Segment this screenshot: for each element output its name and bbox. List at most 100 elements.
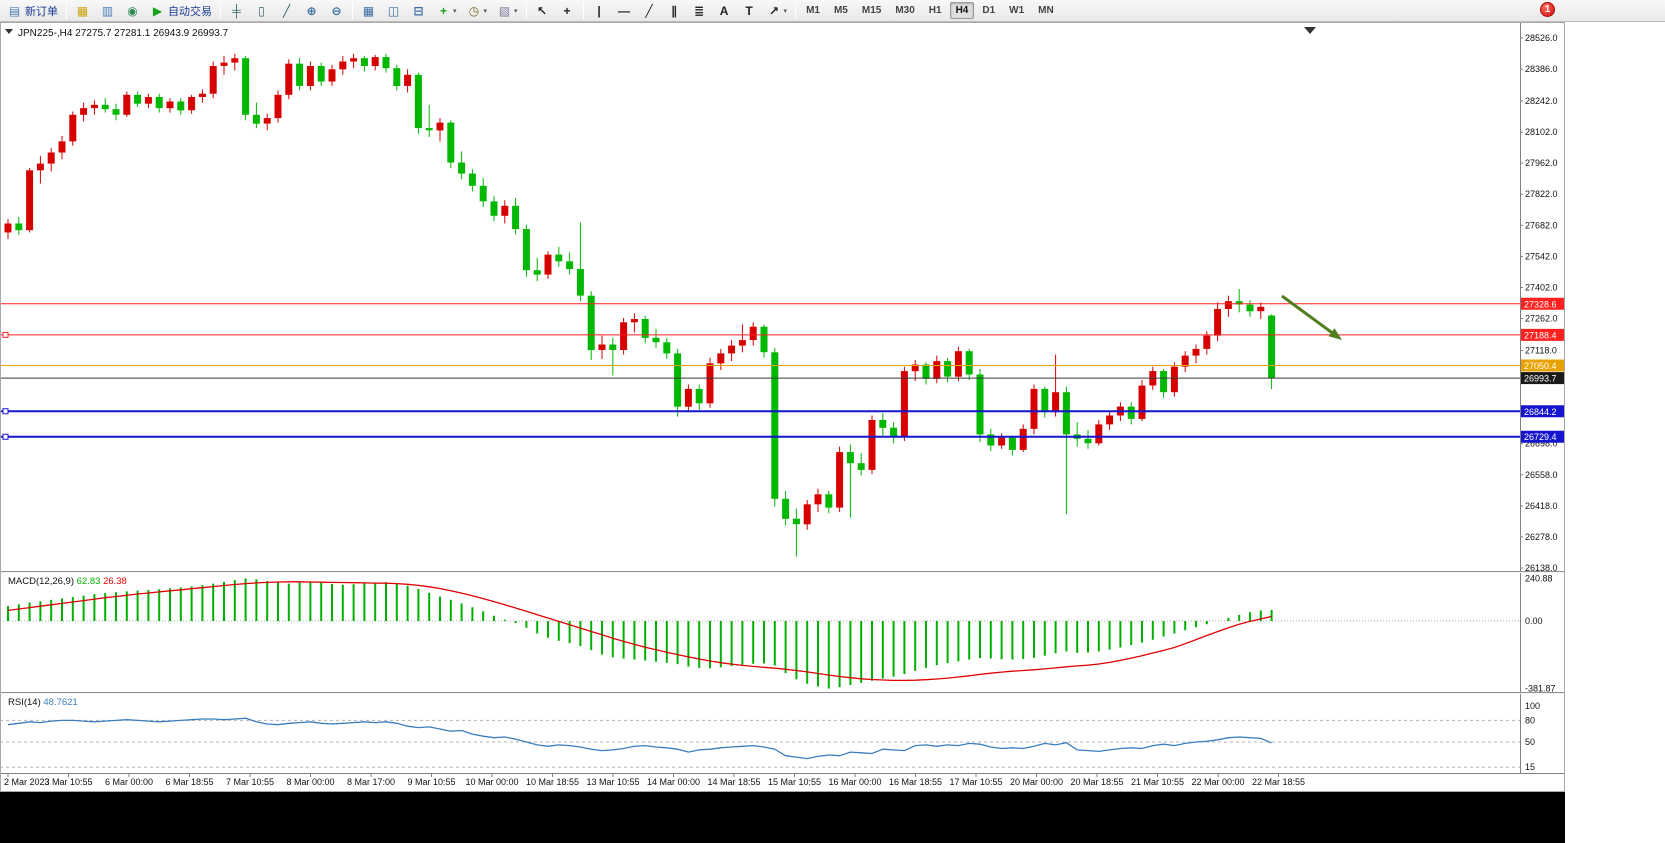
price-axis-tick: 26138.0 (1525, 563, 1558, 573)
toolbar-separator (525, 2, 527, 19)
candle (749, 326, 757, 340)
crosshair-button[interactable]: + (556, 1, 579, 20)
refresh-icon: ◉ (127, 3, 138, 18)
candle (1181, 355, 1189, 367)
notification-badge[interactable]: 1 (1540, 2, 1555, 17)
zoom-out-icon: ⊖ (331, 3, 342, 18)
chart-shift-marker[interactable] (1304, 27, 1316, 34)
candle (1095, 424, 1103, 444)
candle (1160, 371, 1168, 393)
time-axis-label: 21 Mar 10:55 (1131, 777, 1184, 787)
bar-chart-icon: ╪ (232, 3, 241, 18)
support-line-lower-badge (1521, 430, 1564, 443)
candle (15, 223, 23, 231)
time-axis-label: 17 Mar 10:55 (949, 777, 1002, 787)
refresh-button[interactable]: ◉ (121, 1, 144, 20)
time-axis-label: 14 Mar 00:00 (647, 777, 700, 787)
timeframe-menu-button[interactable]: ◷ ▾ (463, 1, 492, 20)
timeframe-h4-button[interactable]: H4 (949, 2, 975, 19)
line-chart-button[interactable]: ╱ (275, 1, 298, 20)
candle (1127, 406, 1135, 419)
timeframe-m1-button[interactable]: M1 (806, 5, 820, 16)
candle (26, 170, 34, 231)
bottom-panel (0, 792, 1565, 843)
fibonacci-button[interactable]: ≣ (688, 1, 711, 20)
timeframe-mn-button[interactable]: MN (1038, 5, 1054, 16)
support-line-lower-handle[interactable] (2, 433, 9, 440)
arrows-button[interactable]: ↗ ▾ (763, 1, 792, 20)
crosshair-icon: + (563, 3, 571, 18)
arrange-horizontal-button[interactable]: ⊟ (407, 1, 430, 20)
candle (166, 101, 174, 109)
candle (760, 326, 768, 353)
candlestick-chart-button[interactable]: ▯ (250, 1, 273, 20)
vertical-line-button[interactable]: | (588, 1, 611, 20)
time-axis-label: 6 Mar 18:55 (165, 777, 213, 787)
bar-chart-button[interactable]: ╪ (225, 1, 248, 20)
candle (1170, 366, 1178, 393)
cursor-icon: ↖ (537, 3, 548, 18)
channel-button[interactable]: ∥ (663, 1, 686, 20)
timeframe-d1-button[interactable]: D1 (982, 5, 996, 16)
time-axis-label: 9 Mar 10:55 (407, 777, 455, 787)
candle (630, 319, 638, 323)
candle (123, 94, 131, 115)
template-button[interactable]: ▧ ▾ (493, 1, 522, 20)
arrange-horizontal-icon: ⊟ (413, 3, 424, 18)
autotrading-button[interactable]: ▶ 自动交易 (146, 1, 216, 20)
time-axis-label: 10 Mar 18:55 (526, 777, 579, 787)
add-indicator-button[interactable]: + ▾ (432, 1, 461, 20)
candle (1246, 304, 1254, 312)
price-axis[interactable]: 28526.0 28386.0 28242.0 28102.0 27962.0 27822… (1520, 33, 1564, 573)
candle (414, 74, 422, 129)
dropdown-caret-icon: ▾ (453, 7, 457, 15)
zoom-out-button[interactable]: ⊖ (325, 1, 348, 20)
text-button[interactable]: A (713, 1, 736, 20)
resistance-line-lower-handle[interactable] (2, 331, 9, 338)
time-axis-label: 16 Mar 18:55 (889, 777, 942, 787)
candle (501, 205, 509, 216)
candle (69, 114, 77, 142)
candle (1106, 415, 1114, 425)
tile-windows-button[interactable]: ▦ (357, 1, 380, 20)
candle (566, 261, 574, 270)
one-click-trading-toggle[interactable] (5, 29, 13, 34)
candle (544, 254, 552, 275)
new-order-button[interactable]: ▤ 新订单 (3, 1, 62, 20)
trend-arrow-head (1328, 328, 1342, 340)
new-chart-icon: ▦ (76, 3, 89, 18)
time-axis-label: 20 Mar 18:55 (1070, 777, 1123, 787)
profiles-button[interactable]: ▥ (96, 1, 119, 20)
trendline-button[interactable]: ╱ (638, 1, 661, 20)
autotrading-label: 自动交易 (168, 5, 212, 18)
timeframe-m30-button[interactable]: M30 (895, 5, 915, 16)
candle (274, 94, 282, 119)
timeframe-m15-button[interactable]: M15 (861, 5, 882, 16)
main-toolbar: ▤ 新订单 ▦ ▥ ◉ ▶ 自动交易 ╪ ▯ ╱ ⊕ ⊖ ▦ ◫ ⊟ + ▾ ◷ ▾ ▧ ▾ ↖ + | — ╱ ∥ ≣ A T ↗ ▾ M1 M… (0, 0, 1665, 22)
support-line-upper-handle[interactable] (2, 408, 9, 415)
candle (242, 58, 250, 115)
timeframe-w1-button[interactable]: W1 (1009, 5, 1025, 16)
candle (1192, 348, 1200, 356)
text-label-button[interactable]: T (738, 1, 761, 20)
horizontal-line-icon: — (618, 3, 631, 18)
timeframe-m5-button[interactable]: M5 (833, 5, 848, 16)
trend-arrow-annotation[interactable] (1281, 294, 1342, 340)
price-axis-tick: 26698.0 (1525, 439, 1558, 449)
cursor-button[interactable]: ↖ (531, 1, 554, 20)
candle (620, 322, 628, 350)
new-chart-button[interactable]: ▦ (71, 1, 94, 20)
symbol-info: JPN225-,H4 27275.7 27281.1 26943.9 26993… (5, 28, 229, 39)
chart-background[interactable] (0, 22, 1565, 792)
price-chart-canvas[interactable]: 240.88 0.00 -381.87 MACD(12,26,9) 62.83 26.… (0, 22, 1565, 792)
horizontal-line-button[interactable]: — (613, 1, 636, 20)
zoom-in-button[interactable]: ⊕ (300, 1, 323, 20)
candle (598, 344, 606, 350)
trend-arrow-shaft (1281, 294, 1335, 336)
fibonacci-icon: ≣ (694, 3, 705, 18)
timeframe-h1-button[interactable]: H1 (928, 5, 942, 16)
arrange-vertical-button[interactable]: ◫ (382, 1, 405, 20)
dropdown-caret-icon: ▾ (483, 7, 488, 15)
candle (792, 518, 800, 525)
